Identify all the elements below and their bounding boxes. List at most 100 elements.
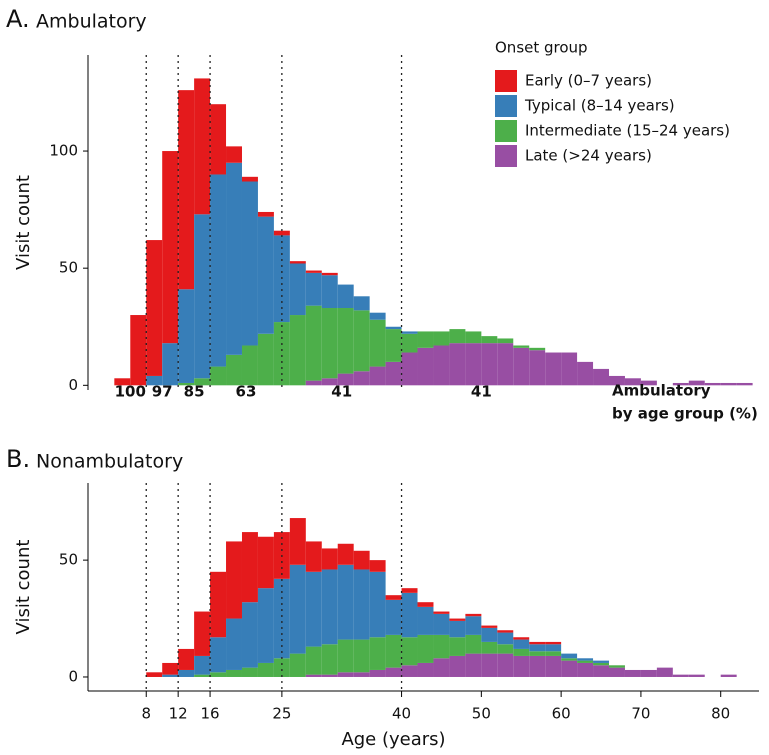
bar	[465, 613, 482, 617]
bar	[337, 543, 354, 565]
bar	[385, 599, 402, 635]
bar	[385, 326, 402, 330]
legend-title: Onset group	[495, 39, 588, 57]
bar	[481, 625, 498, 628]
bar	[513, 347, 530, 386]
bar	[688, 674, 705, 677]
bar	[481, 641, 498, 654]
bar	[561, 658, 578, 661]
bar	[449, 618, 466, 621]
bar	[497, 644, 514, 654]
bar	[178, 669, 195, 677]
bar	[561, 660, 578, 677]
bar	[433, 658, 450, 677]
bar	[241, 602, 258, 668]
bar	[257, 211, 274, 217]
x-tick-label: 12	[169, 705, 188, 723]
bar	[449, 329, 466, 344]
bar	[704, 382, 721, 386]
bar	[481, 343, 498, 386]
bar	[433, 611, 450, 614]
y-tick-label: 50	[59, 259, 78, 277]
bar	[577, 662, 594, 677]
bar	[529, 350, 546, 386]
bar	[226, 669, 242, 677]
bar	[513, 637, 530, 640]
bar	[465, 634, 482, 654]
bar	[305, 646, 322, 675]
annotation: by age group (%)	[612, 405, 758, 423]
bar	[401, 333, 418, 353]
bar	[241, 532, 258, 603]
bar	[433, 613, 450, 635]
bar	[481, 336, 498, 344]
bar	[321, 272, 338, 276]
x-tick-label: 25	[272, 705, 291, 723]
x-axis-label: Age (years)	[341, 729, 445, 750]
bar	[656, 667, 673, 677]
bar	[417, 347, 434, 386]
bar	[305, 380, 322, 386]
bar	[210, 366, 227, 386]
bar	[385, 634, 402, 668]
bar	[210, 174, 227, 367]
x-tick-label: 60	[552, 705, 571, 723]
bar	[385, 667, 402, 677]
bar	[305, 305, 322, 381]
bar	[577, 660, 594, 663]
bar	[433, 331, 450, 346]
legend-label: Early (0–7 years)	[525, 72, 652, 90]
bar	[609, 375, 625, 386]
bar	[305, 571, 322, 647]
bar	[497, 343, 514, 386]
panel-title: Nonambulatory	[36, 451, 183, 473]
bar	[289, 315, 306, 386]
bar	[321, 308, 338, 379]
bar	[257, 662, 274, 677]
bar	[720, 382, 737, 386]
bar	[369, 669, 386, 677]
bar	[337, 284, 354, 309]
bar	[417, 602, 434, 607]
ambulatory-percent: 85	[184, 383, 205, 401]
bar	[593, 368, 610, 386]
bar	[273, 230, 290, 236]
bar	[561, 352, 578, 386]
bar	[561, 653, 578, 659]
bar	[497, 338, 514, 344]
bar	[401, 665, 418, 677]
bar	[672, 382, 689, 386]
bar	[640, 380, 657, 386]
bar	[321, 548, 338, 570]
bar	[210, 104, 227, 175]
ambulatory-percent: 63	[236, 383, 257, 401]
bar	[194, 78, 211, 215]
legend-swatch	[495, 70, 517, 92]
bar	[146, 240, 163, 376]
bar	[369, 637, 386, 670]
bar	[337, 564, 354, 640]
bar	[465, 343, 482, 386]
bar	[401, 352, 418, 386]
bar	[545, 641, 562, 645]
bar	[162, 151, 179, 344]
bar	[257, 216, 274, 334]
ambulatory-percent: 41	[331, 383, 352, 401]
bar	[513, 639, 530, 649]
bar	[353, 371, 370, 386]
bar	[289, 564, 306, 654]
bar	[226, 162, 242, 355]
legend-label: Typical (8–14 years)	[524, 97, 675, 115]
bar	[513, 655, 530, 677]
bar	[305, 541, 322, 572]
bar	[178, 90, 195, 290]
y-tick-label: 0	[68, 376, 78, 394]
bar	[257, 333, 274, 386]
bar	[162, 343, 179, 386]
bar	[146, 375, 163, 386]
bar	[353, 310, 370, 372]
x-tick-label: 80	[711, 705, 730, 723]
bar	[529, 651, 546, 656]
bar	[497, 653, 514, 677]
